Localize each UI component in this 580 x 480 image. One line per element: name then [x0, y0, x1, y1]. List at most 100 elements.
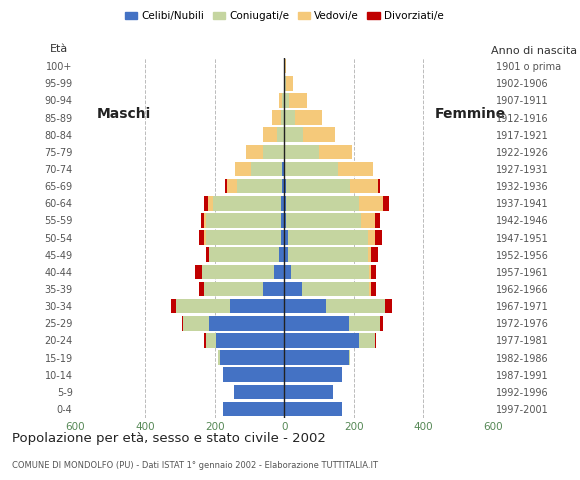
- Bar: [225, 179, 227, 193]
- Bar: [284, 402, 342, 416]
- Text: Maschi: Maschi: [96, 107, 151, 121]
- Bar: [375, 230, 382, 245]
- Bar: [359, 333, 375, 348]
- Text: Età: Età: [50, 44, 68, 54]
- Text: Anno di nascita: Anno di nascita: [491, 46, 577, 56]
- Bar: [371, 264, 376, 279]
- Bar: [206, 230, 281, 245]
- Bar: [183, 316, 209, 331]
- Bar: [251, 162, 282, 176]
- Bar: [286, 76, 293, 91]
- Legend: Celibi/Nubili, Coniugati/e, Vedovi/e, Divorziati/e: Celibi/Nubili, Coniugati/e, Vedovi/e, Di…: [121, 7, 448, 25]
- Bar: [213, 196, 281, 211]
- Bar: [349, 316, 380, 331]
- Bar: [218, 350, 220, 365]
- Bar: [204, 213, 206, 228]
- Bar: [284, 230, 288, 245]
- Bar: [286, 196, 359, 211]
- Bar: [361, 213, 375, 228]
- Bar: [289, 93, 307, 108]
- Bar: [281, 213, 284, 228]
- Bar: [230, 299, 284, 313]
- Bar: [383, 196, 389, 211]
- Bar: [284, 248, 288, 262]
- Bar: [199, 230, 204, 245]
- Bar: [208, 196, 213, 211]
- Bar: [284, 179, 286, 193]
- Bar: [281, 110, 284, 125]
- Bar: [371, 282, 376, 296]
- Bar: [279, 248, 284, 262]
- Bar: [263, 144, 284, 159]
- Bar: [380, 316, 383, 331]
- Bar: [302, 282, 369, 296]
- Bar: [223, 368, 284, 382]
- Bar: [375, 213, 380, 228]
- Bar: [209, 316, 284, 331]
- Bar: [338, 162, 373, 176]
- Bar: [371, 248, 378, 262]
- Bar: [202, 264, 274, 279]
- Bar: [282, 162, 284, 176]
- Bar: [350, 179, 378, 193]
- Bar: [235, 162, 251, 176]
- Bar: [284, 350, 349, 365]
- Bar: [246, 144, 263, 159]
- Bar: [284, 316, 349, 331]
- Bar: [216, 333, 284, 348]
- Bar: [284, 162, 338, 176]
- Bar: [199, 282, 204, 296]
- Bar: [274, 264, 284, 279]
- Bar: [284, 59, 286, 73]
- Text: Femmine: Femmine: [434, 107, 506, 121]
- Bar: [385, 299, 392, 313]
- Bar: [284, 128, 303, 142]
- Bar: [234, 384, 284, 399]
- Bar: [291, 264, 369, 279]
- Text: COMUNE DI MONDOLFO (PU) - Dati ISTAT 1° gennaio 2002 - Elaborazione TUTTITALIA.I: COMUNE DI MONDOLFO (PU) - Dati ISTAT 1° …: [12, 461, 378, 470]
- Bar: [375, 333, 376, 348]
- Bar: [284, 213, 286, 228]
- Bar: [204, 282, 263, 296]
- Bar: [182, 316, 183, 331]
- Bar: [368, 230, 375, 245]
- Bar: [237, 179, 282, 193]
- Bar: [263, 282, 284, 296]
- Bar: [281, 230, 284, 245]
- Bar: [368, 248, 371, 262]
- Bar: [284, 368, 342, 382]
- Bar: [263, 128, 277, 142]
- Bar: [295, 110, 322, 125]
- Text: Popolazione per età, sesso e stato civile - 2002: Popolazione per età, sesso e stato civil…: [12, 432, 325, 445]
- Bar: [284, 144, 319, 159]
- Bar: [288, 230, 368, 245]
- Bar: [284, 93, 289, 108]
- Bar: [378, 179, 380, 193]
- Bar: [284, 264, 291, 279]
- Bar: [284, 110, 295, 125]
- Bar: [303, 128, 335, 142]
- Bar: [284, 299, 326, 313]
- Bar: [277, 128, 284, 142]
- Bar: [359, 196, 383, 211]
- Bar: [369, 282, 371, 296]
- Bar: [272, 110, 281, 125]
- Bar: [288, 248, 368, 262]
- Bar: [282, 93, 284, 108]
- Bar: [281, 196, 284, 211]
- Bar: [227, 179, 237, 193]
- Bar: [171, 299, 176, 313]
- Bar: [204, 196, 208, 211]
- Bar: [195, 264, 202, 279]
- Bar: [220, 350, 284, 365]
- Bar: [176, 299, 230, 313]
- Bar: [326, 299, 385, 313]
- Bar: [204, 230, 206, 245]
- Bar: [223, 402, 284, 416]
- Bar: [284, 76, 286, 91]
- Bar: [369, 264, 371, 279]
- Bar: [204, 333, 206, 348]
- Bar: [284, 282, 302, 296]
- Bar: [284, 333, 359, 348]
- Bar: [206, 333, 216, 348]
